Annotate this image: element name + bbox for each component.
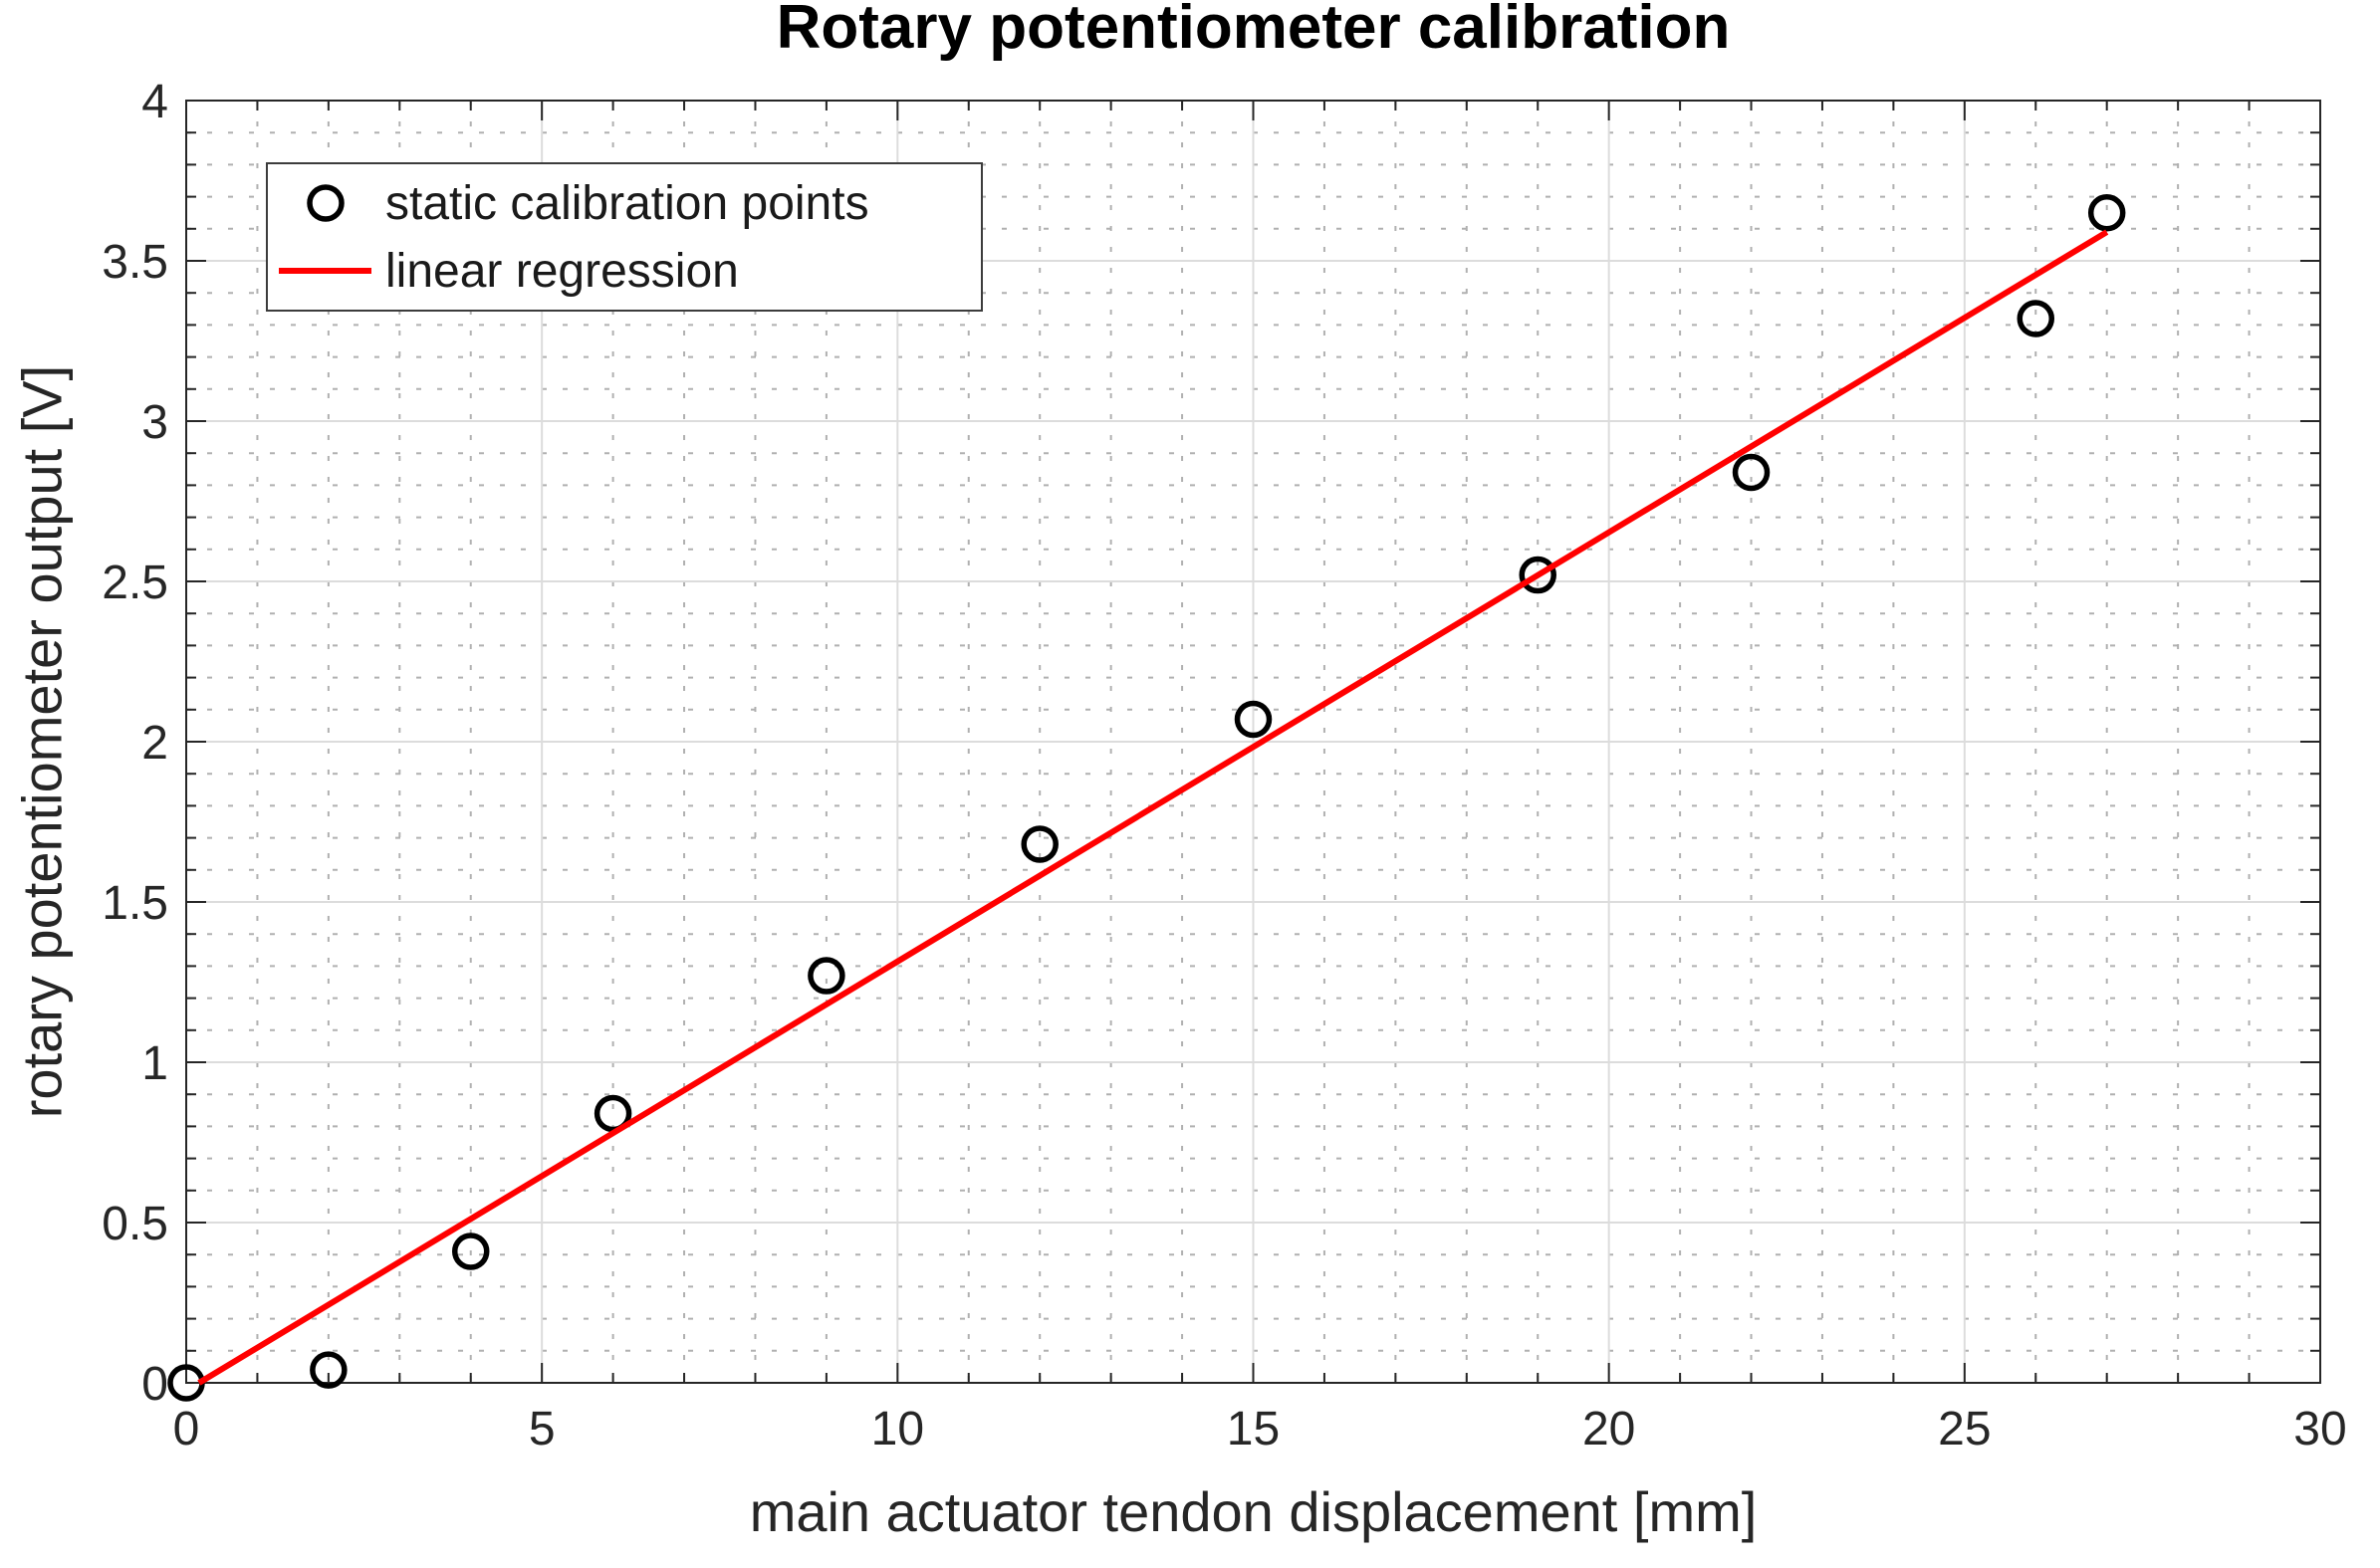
line-sample-icon [277, 249, 373, 293]
y-tick-label: 2 [141, 717, 168, 770]
calibration-point [2017, 300, 2055, 337]
x-tick-label: 10 [871, 1403, 924, 1456]
regression-line [197, 229, 2109, 1386]
calibration-point [310, 1351, 348, 1389]
calibration-point [594, 1094, 632, 1133]
legend-label: static calibration points [385, 176, 869, 230]
calibration-point [451, 1232, 490, 1270]
legend-item-linear-regression: linear regression [277, 237, 981, 305]
y-tick-label: 4 [141, 76, 168, 128]
x-tick-label: 5 [529, 1403, 556, 1456]
open-circle-marker-icon [277, 181, 373, 225]
y-tick-label: 2.5 [102, 557, 168, 609]
legend-label: linear regression [385, 244, 739, 298]
chart-title: Rotary potentiometer calibration [776, 0, 1731, 62]
x-tick-label: 25 [1938, 1403, 1991, 1456]
x-tick-label: 30 [2293, 1403, 2346, 1456]
x-tick-label: 0 [173, 1403, 200, 1456]
calibration-point [1519, 556, 1556, 594]
calibration-point [1021, 825, 1059, 863]
calibration-point [1732, 453, 1771, 492]
y-tick-label: 1 [141, 1037, 168, 1090]
y-tick-label: 0 [141, 1358, 168, 1411]
x-axis-label: main actuator tendon displacement [mm] [749, 1480, 1758, 1543]
y-tick-label: 3 [141, 396, 168, 449]
legend-item-calibration-points: static calibration points [277, 169, 981, 237]
y-axis-label: rotary potentiometer output [V] [10, 364, 74, 1119]
x-tick-label: 15 [1227, 1403, 1280, 1456]
calibration-point [808, 957, 845, 995]
x-tick-label: 20 [1582, 1403, 1635, 1456]
calibration-point [2087, 193, 2126, 232]
y-tick-label: 3.5 [102, 236, 168, 289]
calibration-point [1234, 700, 1273, 739]
y-tick-label: 1.5 [102, 877, 168, 930]
y-tick-label: 0.5 [102, 1198, 168, 1250]
legend: static calibration points linear regress… [266, 162, 983, 312]
